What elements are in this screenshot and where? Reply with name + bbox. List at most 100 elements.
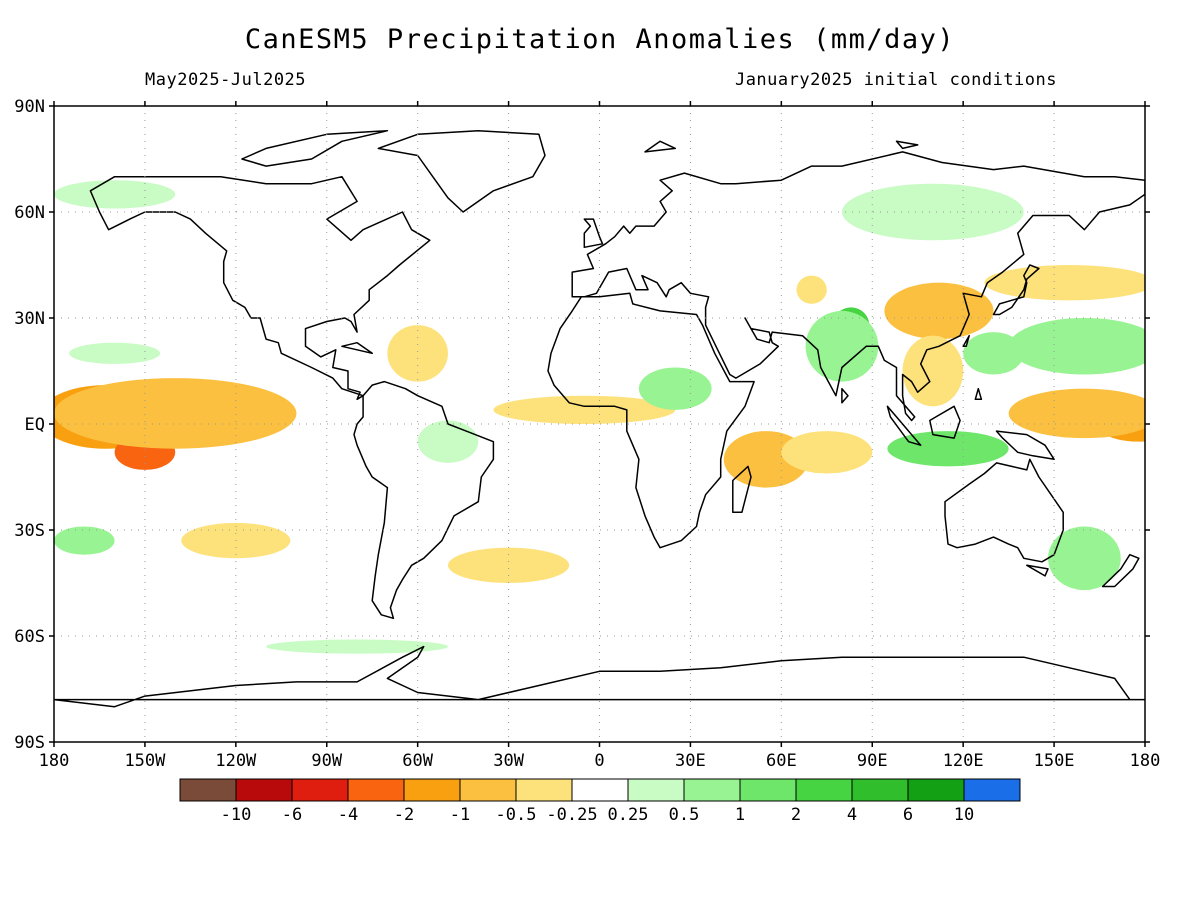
coastline <box>583 218 604 249</box>
legend-label: 2 <box>791 805 801 825</box>
legend-label: 6 <box>903 805 913 825</box>
lat-label: 30N <box>14 309 45 329</box>
anomaly-region <box>417 420 479 463</box>
legend-swatch <box>795 778 853 802</box>
legend-swatch <box>627 778 685 802</box>
legend-label: -6 <box>282 805 302 825</box>
coastline <box>895 140 919 150</box>
legend-label: -1 <box>450 805 470 825</box>
lon-label: 150E <box>1034 751 1075 771</box>
anomaly-region <box>54 526 115 555</box>
legend-label: -0.25 <box>546 805 597 825</box>
coastline <box>377 129 546 213</box>
lon-label: 30E <box>675 751 706 771</box>
lon-label: 60E <box>766 751 797 771</box>
lat-label: 60N <box>14 203 45 223</box>
anomaly-region <box>493 395 676 424</box>
anomaly-region <box>266 639 448 654</box>
coastline <box>944 458 1064 563</box>
anomaly-region <box>963 332 1024 375</box>
anomaly-region <box>387 325 448 382</box>
coastline <box>353 380 495 620</box>
lon-label: 180 <box>39 751 70 771</box>
legend-swatch <box>907 778 965 802</box>
lat-label: EQ <box>25 415 45 435</box>
legend-label: 10 <box>954 805 974 825</box>
legend-swatch <box>571 778 629 802</box>
coastline <box>995 430 1055 461</box>
coastline <box>241 129 389 167</box>
lon-label: 90E <box>857 751 888 771</box>
lon-label: 0 <box>594 751 604 771</box>
legend-swatch <box>403 778 461 802</box>
anomaly-region <box>984 265 1145 301</box>
anomaly-region <box>884 282 994 340</box>
legend-label: -2 <box>394 805 414 825</box>
anomaly-region <box>447 547 570 583</box>
anomaly-region <box>54 180 176 209</box>
graticule <box>54 106 1145 742</box>
coastline <box>341 341 373 355</box>
legend-label: -10 <box>221 805 252 825</box>
legend-swatch <box>515 778 573 802</box>
anomaly-shading <box>54 180 1145 700</box>
legend-label: -0.5 <box>496 805 537 825</box>
lon-label: 90W <box>311 751 342 771</box>
coastline <box>974 387 983 401</box>
legend-label: 0.25 <box>608 805 649 825</box>
anomaly-region <box>841 183 1024 241</box>
legend-swatch <box>459 778 517 802</box>
anomaly-region <box>781 431 873 474</box>
legend-swatch <box>347 778 405 802</box>
coastline <box>992 264 1040 316</box>
coastline <box>54 645 1145 708</box>
legend-swatch <box>739 778 797 802</box>
legend-swatch <box>683 778 741 802</box>
anomaly-region <box>638 367 712 410</box>
legend-swatch <box>235 778 293 802</box>
forecast-period: May2025-Jul2025 <box>145 70 307 90</box>
legend-label: 4 <box>847 805 857 825</box>
coastline <box>962 334 970 348</box>
anomaly-region <box>902 335 964 407</box>
anomaly-region <box>1008 388 1145 439</box>
legend-label: 1 <box>735 805 745 825</box>
coastline <box>841 387 849 404</box>
color-legend: -10 -6 -4 -2 -1 -0.5 -0.25 0.25 0.5 1 2 4 6 10 <box>179 778 1021 825</box>
legend-swatch <box>179 778 237 802</box>
anomaly-region <box>1008 318 1145 375</box>
initial-conditions-label: January2025 initial conditions <box>734 70 1057 90</box>
anomaly-region <box>796 275 827 304</box>
lat-label: 90S <box>14 733 45 753</box>
coastline <box>1101 553 1140 588</box>
coastline <box>929 405 961 439</box>
lat-label: 90N <box>14 97 45 117</box>
lon-label: 120W <box>215 751 257 771</box>
lat-label: 60S <box>14 627 45 647</box>
anomaly-region <box>805 310 879 382</box>
coastline <box>644 140 677 153</box>
anomaly-region <box>260 240 333 290</box>
anomaly-region <box>1048 526 1121 591</box>
coastline <box>89 175 431 401</box>
coastline <box>571 151 1145 422</box>
lon-label: 60W <box>402 751 433 771</box>
coastline <box>547 292 755 549</box>
coastlines <box>54 129 1145 708</box>
lat-label: 30S <box>14 521 45 541</box>
lon-label: 30W <box>493 751 524 771</box>
anomaly-region <box>887 431 1009 467</box>
legend-swatch <box>851 778 909 802</box>
lon-label: 150W <box>124 751 166 771</box>
legend-swatch <box>963 778 1021 802</box>
legend-label: -4 <box>338 805 358 825</box>
map-title: CanESM5 Precipitation Anomalies (mm/day) <box>244 24 956 55</box>
anomaly-region <box>214 685 288 700</box>
coastline <box>1026 564 1049 577</box>
lon-label: 120E <box>943 751 984 771</box>
coastline <box>732 465 752 514</box>
anomaly-region <box>69 342 161 364</box>
coastline <box>886 405 922 446</box>
